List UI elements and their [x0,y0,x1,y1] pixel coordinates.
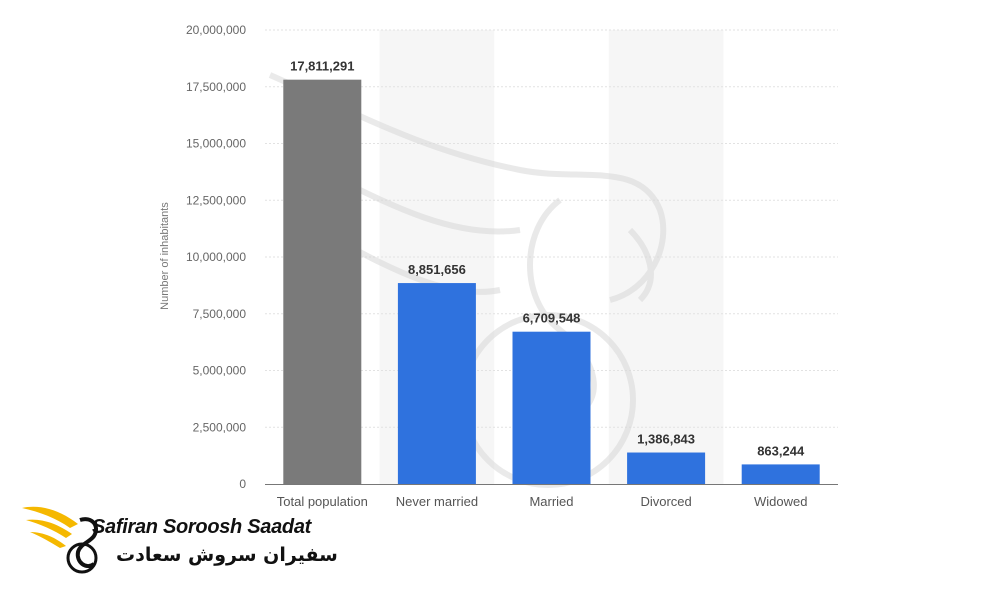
data-label: 17,811,291 [290,59,354,74]
y-axis-tick-labels: 0 2,500,000 5,000,000 7,500,000 10,000,000 12… [186,23,246,491]
x-axis-category-labels: Total population Never married Married Divo… [277,494,808,509]
bird-emblem-icon [22,506,99,574]
data-label: 6,709,548 [523,311,581,326]
bar [512,331,591,484]
y-tick-label: 20,000,000 [186,23,246,37]
category-label: Married [529,494,573,509]
data-label: 8,851,656 [408,262,466,277]
brand-name-persian: سفیران سروش سعادت [116,544,338,566]
y-tick-label: 10,000,000 [186,250,246,264]
category-label: Widowed [754,494,807,509]
bar [397,283,476,484]
category-label: Divorced [640,494,691,509]
y-tick-label: 15,000,000 [186,137,246,151]
brand-name-english: Safiran Soroosh Saadat [92,516,312,538]
data-label: 863,244 [757,443,805,458]
y-axis-title: Number of inhabitants [159,202,171,310]
y-tick-label: 7,500,000 [193,307,247,321]
data-label: 1,386,843 [637,432,695,447]
y-tick-label: 5,000,000 [193,364,247,378]
y-tick-label: 12,500,000 [186,193,246,207]
bar-data-labels: 17,811,291 8,851,656 6,709,548 1,386,843 863… [290,59,805,459]
y-tick-label: 17,500,000 [186,80,246,94]
y-tick-label: 2,500,000 [193,420,247,434]
gridlines [265,29,838,428]
bar [741,464,820,484]
category-label: Never married [396,494,478,509]
bars [283,79,820,485]
brand-logo: Safiran Soroosh Saadat سفیران سروش سعادت [20,490,338,585]
bar [283,79,362,485]
bar [627,452,706,484]
category-label: Total population [277,494,368,509]
y-tick-label: 0 [239,477,246,491]
